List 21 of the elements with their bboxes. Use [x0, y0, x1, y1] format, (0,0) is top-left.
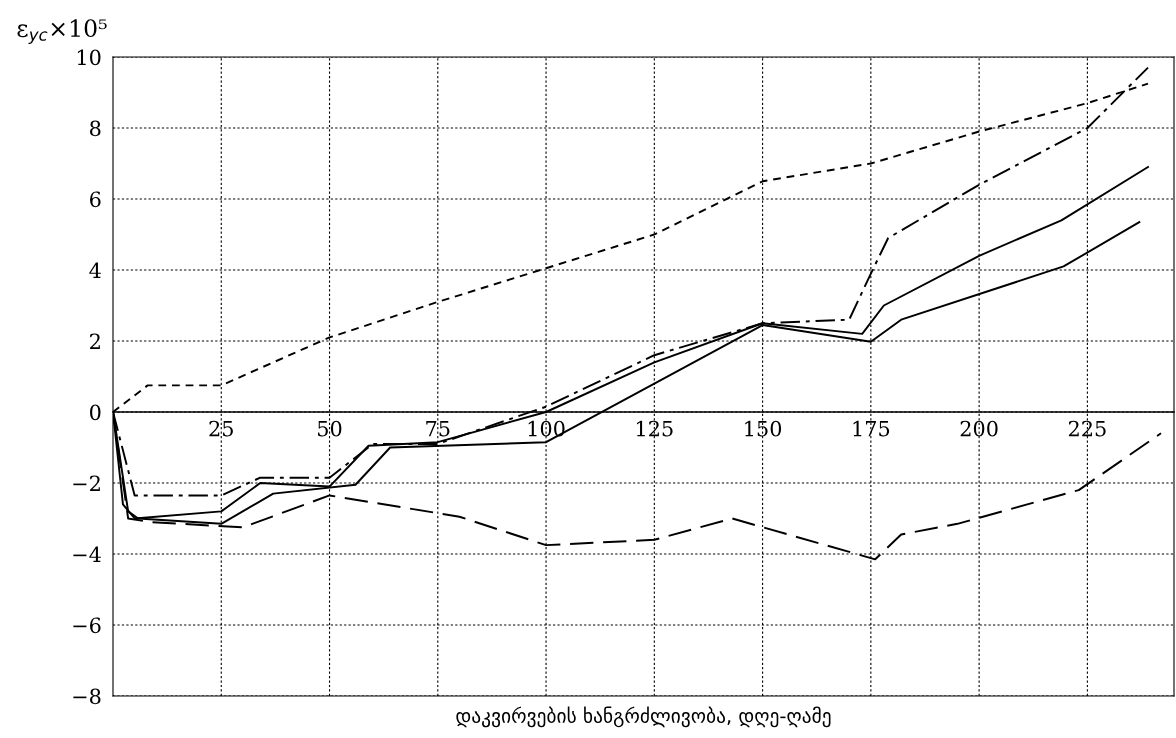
y-tick-label: −2: [73, 475, 100, 491]
y-tick-label: 8: [90, 120, 101, 137]
y-tick-label: 6: [90, 191, 101, 208]
x-tick-label: 100: [528, 420, 565, 437]
x-tick-label: 200: [960, 420, 998, 437]
x-tick-label: 25: [209, 420, 233, 437]
y-tick-label: 4: [89, 262, 101, 278]
x-tick-label: 75: [426, 420, 450, 437]
y-axis-title: ε$_{ус}$×10⁵: [17, 19, 107, 45]
y-tick-label: 0: [90, 404, 101, 421]
y-tick-label: −6: [73, 617, 101, 634]
y-tick-label: 10: [77, 49, 101, 66]
x-tick-label: 125: [636, 420, 673, 437]
y-tick-label: −8: [73, 688, 101, 705]
x-tick-label: 225: [1068, 420, 1106, 437]
y-tick-label: −4: [73, 546, 101, 562]
x-tick-label: 50: [318, 420, 342, 437]
x-tick-label: 175: [853, 420, 890, 437]
x-axis-title: დაკვირვების ხანგრძლივობა, დღე-ღამე: [456, 706, 831, 728]
y-tick-label: 2: [90, 333, 100, 349]
x-tick-label: 150: [745, 420, 782, 437]
